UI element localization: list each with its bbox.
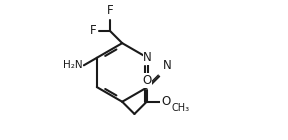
Text: F: F — [90, 24, 96, 37]
Text: CH₃: CH₃ — [172, 103, 190, 113]
Text: F: F — [107, 4, 113, 17]
Text: H₂N: H₂N — [63, 60, 82, 70]
Text: O: O — [142, 74, 151, 87]
Text: N: N — [163, 59, 172, 72]
Text: N: N — [143, 51, 152, 64]
Text: O: O — [161, 95, 170, 108]
